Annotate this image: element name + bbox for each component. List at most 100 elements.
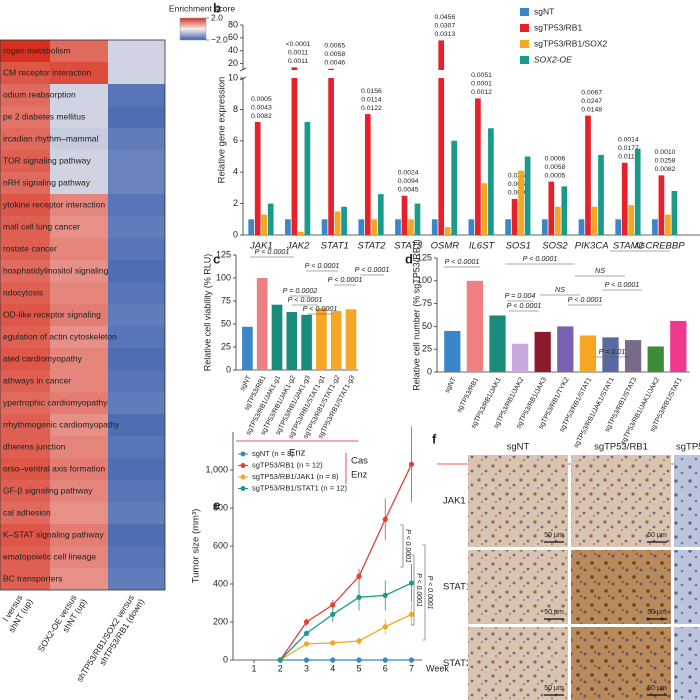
y-tick-label: 40: [228, 45, 238, 55]
bar: [330, 311, 342, 370]
y-tick-label: 4: [233, 167, 238, 177]
p-value: 0.0005: [545, 172, 566, 179]
significance: P < 0.0001: [426, 576, 433, 610]
bar: [541, 219, 548, 235]
heatmap-cell: [50, 216, 108, 238]
ihc-image: [674, 627, 700, 700]
bar: [524, 156, 531, 235]
bar: [489, 315, 506, 372]
heatmap-cell: [108, 40, 165, 62]
bar: [242, 326, 253, 370]
x-tick-label: 5: [356, 663, 361, 673]
heatmap-cell: [50, 568, 108, 590]
heatmap-cell: [108, 414, 165, 436]
p-value: 0.0011: [288, 50, 309, 57]
legend-swatch: [520, 24, 529, 32]
heatmap-cell: [108, 282, 165, 304]
bar: [628, 205, 635, 235]
y-tick-label: 125: [216, 249, 231, 259]
y-tick-label: 800: [213, 502, 228, 512]
p-value: 0.0094: [398, 178, 419, 185]
heatmap-cell: [50, 282, 108, 304]
heatmap-cell: [0, 502, 50, 524]
p-value: 0.0065: [324, 43, 345, 50]
bar: [647, 346, 664, 372]
column-header: sgNT: [507, 442, 530, 453]
heatmap-cell: [108, 194, 165, 216]
x-tick-label: CREBBP: [646, 241, 686, 252]
y-tick-label: 60: [228, 32, 238, 42]
significance: P < 0.0001: [507, 301, 542, 310]
line: [279, 582, 412, 661]
heatmap-cell: [50, 502, 108, 524]
bar: [534, 331, 551, 372]
scale-bar-label: 50 μm: [544, 532, 564, 539]
bar: [444, 227, 451, 235]
heatmap-cell: [50, 304, 108, 326]
heatmap-cell: [0, 392, 50, 414]
heatmap-cell: [50, 84, 108, 106]
row-header: STAT3: [443, 658, 471, 669]
line: [279, 613, 412, 661]
bar: [634, 148, 641, 235]
p-value: 0.0067: [581, 89, 602, 96]
significance: P < 0.0001: [288, 295, 323, 304]
legend-swatch: [520, 56, 529, 64]
row-label: rostate cancer: [3, 243, 57, 253]
scale-bar-label: 50 μm: [647, 685, 667, 692]
x-tick-label: PIK3CA: [575, 241, 609, 252]
heatmap-cell: [0, 194, 50, 216]
bar: [345, 309, 357, 370]
bar: [291, 67, 298, 235]
scale-bar-label: 50 μm: [544, 685, 564, 692]
significance: P < 0.0001: [355, 265, 390, 274]
heatmap-cell: [0, 348, 50, 370]
bar: [358, 219, 365, 235]
point: [408, 657, 415, 663]
row-label: ypertrophic cardiomyopathy: [3, 397, 108, 407]
point: [277, 657, 283, 663]
significance: NS: [595, 266, 605, 275]
y-tick-label: 6: [233, 135, 238, 145]
bar: [285, 219, 291, 235]
bar: [364, 114, 371, 235]
bar: [301, 314, 312, 370]
row-label: rogen metabolism: [3, 45, 71, 55]
heatmap-cell: [50, 392, 108, 414]
legend-label: sgTP53/RB1 (n = 12): [252, 460, 323, 469]
bar: [316, 308, 327, 370]
row-label: ematopoietic cell lineage: [3, 551, 96, 561]
bar: [438, 40, 445, 235]
row-label: TOR signaling pathway: [3, 155, 91, 165]
y-tick-label: 1,000: [205, 464, 228, 474]
heatmap-cell: [50, 194, 108, 216]
bar: [548, 181, 555, 235]
y-tick-label: 75: [422, 298, 432, 308]
significance: P < 0.0001: [523, 254, 558, 263]
bar: [468, 219, 475, 235]
y-tick-label: 0: [427, 366, 432, 376]
legend-label: sgTP53/RB1: [534, 22, 582, 32]
significance: NS: [555, 285, 565, 294]
point: [356, 594, 362, 600]
heatmap-cell: [50, 62, 108, 84]
heatmap-cell: [108, 524, 165, 546]
ihc-image: [468, 455, 568, 547]
heatmap-cell: [108, 128, 165, 150]
heatmap-cell: [108, 216, 165, 238]
point: [330, 657, 336, 663]
significance: P = 0.0002: [283, 286, 318, 295]
significance: P < 0.0001: [415, 573, 422, 607]
significance: NS: [635, 241, 645, 250]
scale-bar-label: 50 μm: [647, 609, 667, 616]
heatmap-cell: [50, 370, 108, 392]
x-tick-label: sgNT: [444, 376, 458, 394]
heatmap-cell: [108, 502, 165, 524]
x-tick-label: SOS2: [542, 241, 568, 252]
colorbar-title: Enrichment score: [169, 3, 235, 13]
heatmap-cell: [108, 260, 165, 282]
row-label: egulation of actin cytoskeleton: [3, 331, 117, 341]
row-label: CM receptor interaction: [3, 67, 92, 77]
p-value: 0.0045: [398, 187, 419, 194]
point: [408, 461, 415, 467]
